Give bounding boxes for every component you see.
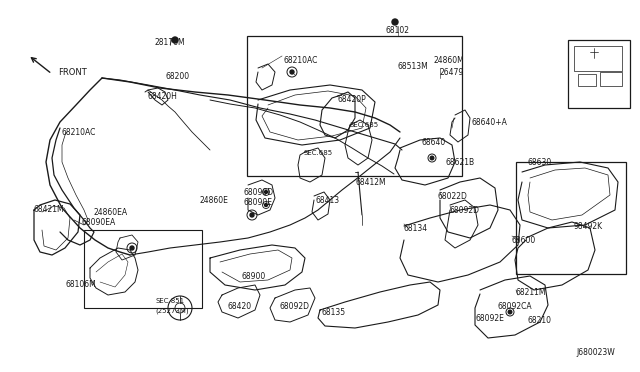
Text: (25273M): (25273M) — [155, 308, 189, 314]
Text: 68600: 68600 — [512, 236, 536, 245]
Circle shape — [508, 310, 512, 314]
Text: 68640+A: 68640+A — [472, 118, 508, 127]
Text: 68092D: 68092D — [450, 206, 480, 215]
Circle shape — [264, 190, 268, 193]
Text: 68513M: 68513M — [398, 62, 429, 71]
Bar — [247, 36, 462, 176]
Text: SEC.685: SEC.685 — [304, 150, 333, 156]
Bar — [600, 72, 622, 86]
Text: 24860E: 24860E — [200, 196, 229, 205]
Text: 68640: 68640 — [422, 138, 446, 147]
Text: 68090EA: 68090EA — [82, 218, 116, 227]
Text: 68413: 68413 — [315, 196, 339, 205]
Text: 98492K: 98492K — [573, 222, 603, 231]
Text: 68210AC: 68210AC — [283, 56, 317, 65]
Text: 68420: 68420 — [228, 302, 252, 311]
Text: 68900: 68900 — [242, 272, 266, 281]
Text: 68420H: 68420H — [148, 92, 178, 101]
Text: 68092CA: 68092CA — [498, 302, 532, 311]
Text: 68621B: 68621B — [445, 158, 474, 167]
Text: 24860M: 24860M — [433, 56, 464, 65]
Text: FRONT: FRONT — [58, 68, 87, 77]
Bar — [84, 230, 202, 308]
Text: 68630: 68630 — [528, 158, 552, 167]
Bar — [516, 162, 626, 274]
Circle shape — [430, 156, 434, 160]
Text: J680023W: J680023W — [576, 348, 615, 357]
Text: 68211M: 68211M — [516, 288, 547, 297]
Bar — [574, 46, 622, 71]
Circle shape — [250, 213, 254, 217]
Circle shape — [392, 19, 398, 25]
Text: 68135: 68135 — [322, 308, 346, 317]
Bar — [568, 40, 630, 108]
Text: 68210AC: 68210AC — [62, 128, 97, 137]
Circle shape — [264, 203, 268, 206]
Text: 68420P: 68420P — [338, 95, 367, 104]
Circle shape — [130, 246, 134, 250]
Text: 24860EA: 24860EA — [94, 208, 128, 217]
Text: SEC.685: SEC.685 — [350, 122, 379, 128]
Text: 68106M: 68106M — [66, 280, 97, 289]
Text: 68022D: 68022D — [438, 192, 468, 201]
Text: 28176M: 28176M — [155, 38, 186, 47]
Text: 68421M: 68421M — [34, 205, 65, 214]
Text: 68090D: 68090D — [244, 188, 274, 197]
Text: 68092E: 68092E — [476, 314, 505, 323]
Bar — [578, 74, 596, 86]
Text: 68210: 68210 — [528, 316, 552, 325]
Text: 26479: 26479 — [440, 68, 464, 77]
Text: 68102: 68102 — [386, 26, 410, 35]
Text: 68412M: 68412M — [355, 178, 386, 187]
Text: 68200: 68200 — [166, 72, 190, 81]
Text: SEC.851: SEC.851 — [155, 298, 184, 304]
Text: 68090E: 68090E — [244, 198, 273, 207]
Circle shape — [172, 37, 178, 43]
Circle shape — [290, 70, 294, 74]
Text: 68092D: 68092D — [280, 302, 310, 311]
Text: 68134: 68134 — [404, 224, 428, 233]
